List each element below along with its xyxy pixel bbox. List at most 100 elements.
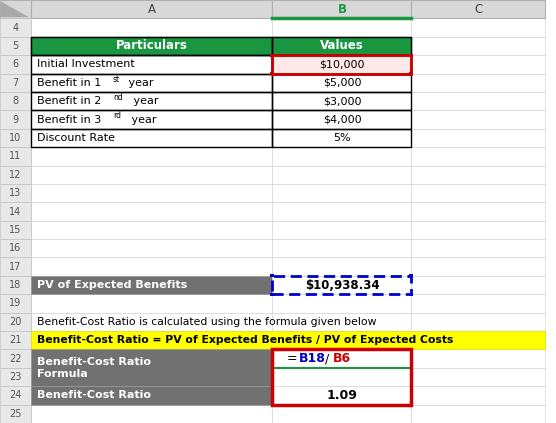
Text: A: A <box>147 3 156 16</box>
Bar <box>31 221 272 239</box>
Bar <box>272 276 411 294</box>
Bar <box>272 368 411 386</box>
Text: /: / <box>325 352 330 365</box>
Text: PV of Expected Benefits: PV of Expected Benefits <box>37 280 187 290</box>
Text: 12: 12 <box>9 170 22 180</box>
Text: 22: 22 <box>9 354 22 364</box>
Text: Benefit-Cost Ratio
Formula: Benefit-Cost Ratio Formula <box>37 357 151 379</box>
Text: 5: 5 <box>12 41 18 51</box>
Text: 17: 17 <box>9 262 22 272</box>
Bar <box>0 18 31 37</box>
Text: B6: B6 <box>332 352 351 365</box>
Bar <box>0 368 31 386</box>
Bar <box>31 349 272 386</box>
Text: Discount Rate: Discount Rate <box>37 133 115 143</box>
Bar <box>272 331 411 349</box>
Bar <box>272 55 411 74</box>
Bar <box>0 202 31 221</box>
Bar <box>411 405 545 423</box>
Bar <box>0 165 31 184</box>
Text: 20: 20 <box>9 317 22 327</box>
Text: 19: 19 <box>9 299 22 308</box>
Bar <box>411 55 545 74</box>
Bar <box>272 74 411 92</box>
Bar <box>272 239 411 258</box>
Text: $10,938.34: $10,938.34 <box>305 279 379 291</box>
Bar <box>272 55 411 74</box>
Text: 18: 18 <box>9 280 22 290</box>
Text: 24: 24 <box>9 390 22 401</box>
Bar <box>31 313 272 331</box>
Bar <box>31 184 272 202</box>
Bar <box>31 147 272 165</box>
Bar <box>270 72 275 75</box>
Polygon shape <box>1 1 29 17</box>
Bar <box>0 55 31 74</box>
Bar <box>0 405 31 423</box>
Bar <box>0 92 31 110</box>
Bar <box>272 386 411 405</box>
Bar <box>411 276 545 294</box>
Bar <box>31 294 272 313</box>
Bar <box>411 202 545 221</box>
Bar <box>31 405 272 423</box>
Bar <box>409 275 414 277</box>
Text: C: C <box>474 3 482 16</box>
Bar <box>272 37 411 55</box>
Text: year: year <box>128 115 156 124</box>
Bar <box>272 294 411 313</box>
Bar <box>272 129 411 147</box>
Bar <box>411 294 545 313</box>
Bar <box>272 37 411 55</box>
Bar <box>0 258 31 276</box>
Bar <box>272 0 411 18</box>
Bar <box>31 331 545 349</box>
Bar <box>411 74 545 92</box>
Text: $10,000: $10,000 <box>319 59 365 69</box>
Bar <box>272 258 411 276</box>
Bar <box>272 92 411 110</box>
Bar <box>0 294 31 313</box>
Bar <box>272 386 411 405</box>
Bar <box>31 202 272 221</box>
Bar <box>411 221 545 239</box>
Bar <box>411 313 545 331</box>
Bar <box>0 37 31 55</box>
Bar <box>411 37 545 55</box>
Bar <box>31 165 272 184</box>
Bar <box>411 0 545 18</box>
Bar <box>0 110 31 129</box>
Text: st: st <box>113 74 120 84</box>
Bar <box>31 129 272 147</box>
Bar <box>411 386 545 405</box>
Bar <box>272 202 411 221</box>
Bar <box>0 239 31 258</box>
Bar <box>0 349 31 368</box>
Bar <box>0 276 31 294</box>
Bar <box>411 165 545 184</box>
Text: nd: nd <box>113 93 123 102</box>
Text: Benefit in 2: Benefit in 2 <box>37 96 102 106</box>
Text: 15: 15 <box>9 225 22 235</box>
Bar <box>272 18 411 37</box>
Bar <box>272 276 411 294</box>
Bar <box>31 386 272 405</box>
Text: 1.09: 1.09 <box>326 389 358 402</box>
Text: 13: 13 <box>9 188 22 198</box>
Text: 9: 9 <box>12 115 18 124</box>
Text: $3,000: $3,000 <box>322 96 361 106</box>
Bar <box>31 276 272 294</box>
Text: Benefit-Cost Ratio = PV of Expected Benefits / PV of Expected Costs: Benefit-Cost Ratio = PV of Expected Bene… <box>37 335 454 345</box>
Bar <box>31 37 272 55</box>
Bar <box>31 18 272 37</box>
Text: Benefit in 1: Benefit in 1 <box>37 78 102 88</box>
Bar <box>31 258 272 276</box>
Text: year: year <box>125 78 153 88</box>
Bar <box>31 129 272 147</box>
Bar <box>272 37 411 55</box>
Bar <box>31 276 272 294</box>
Text: Benefit-Cost Ratio: Benefit-Cost Ratio <box>37 390 151 401</box>
Bar <box>270 54 275 57</box>
Bar <box>411 258 545 276</box>
Bar <box>272 221 411 239</box>
